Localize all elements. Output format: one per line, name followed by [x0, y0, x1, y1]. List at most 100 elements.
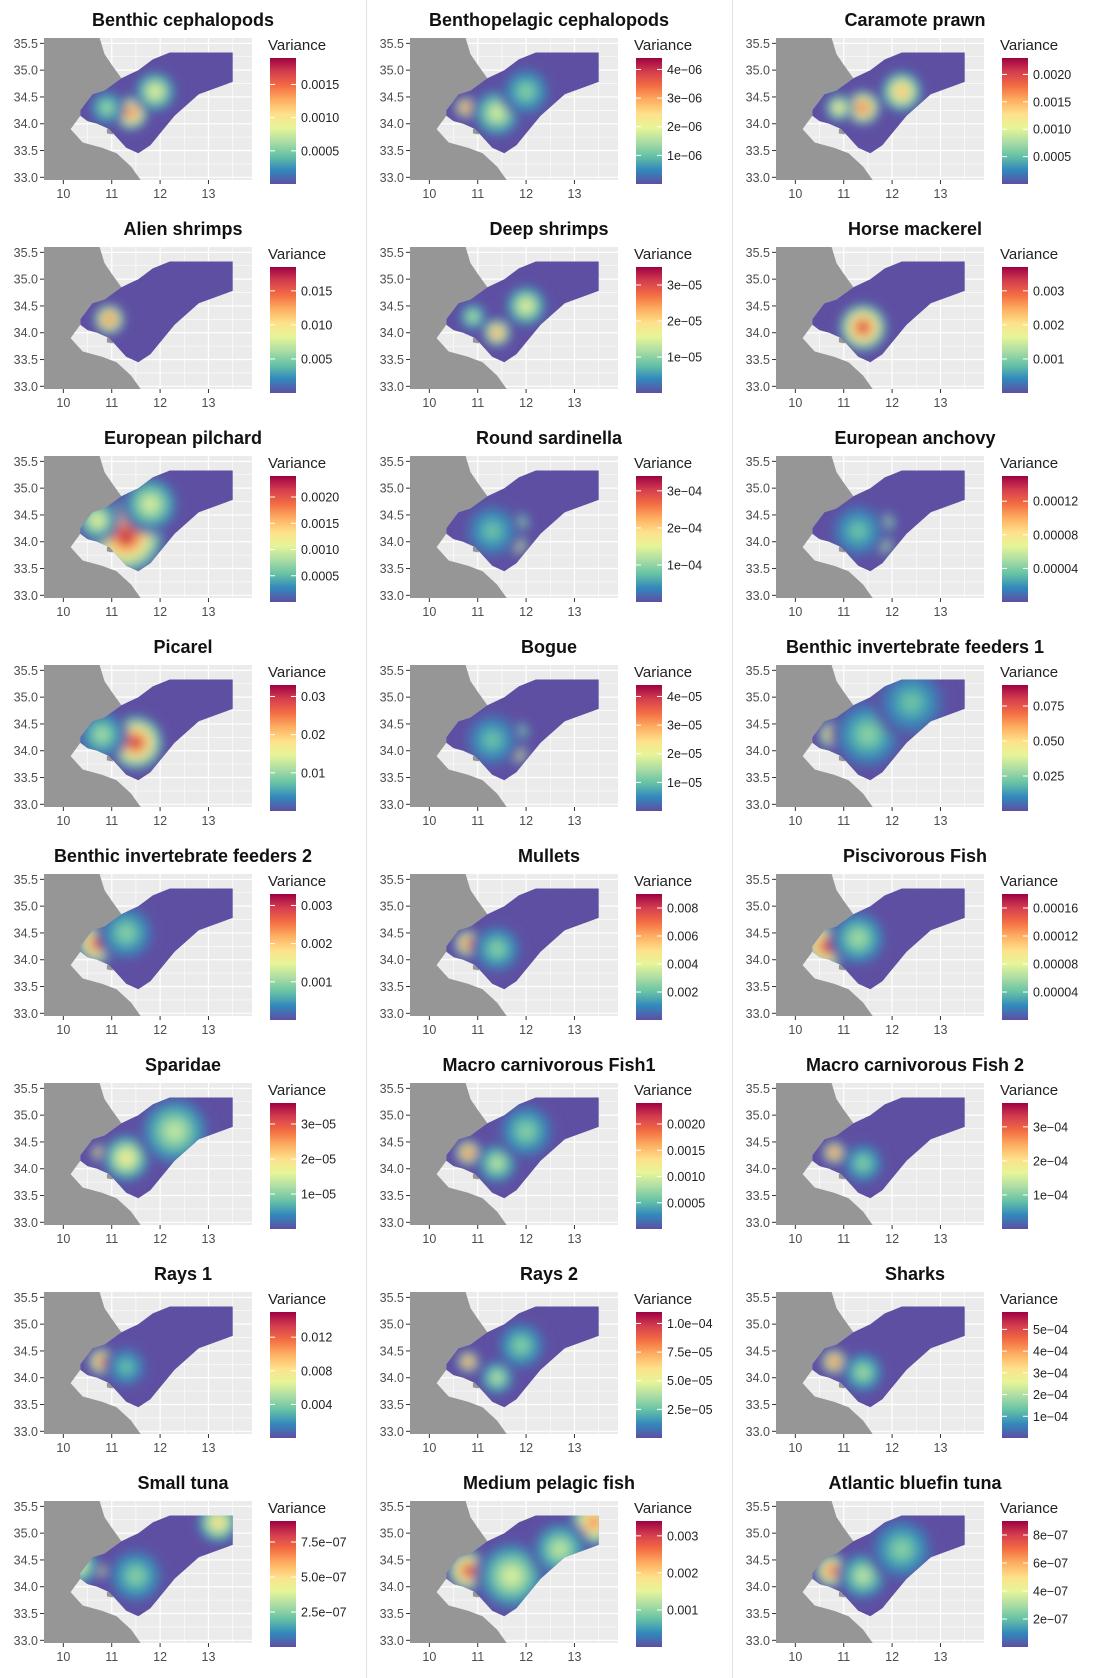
y-tick-label: 34.5	[746, 508, 770, 522]
y-tick-label: 34.0	[380, 535, 404, 549]
y-tick-label: 34.5	[746, 299, 770, 313]
y-tick-label: 33.0	[380, 1007, 404, 1021]
y-tick-label: 33.5	[746, 1189, 770, 1203]
y-tick-label: 33.5	[14, 980, 38, 994]
variance-field	[812, 1515, 937, 1604]
chart-svg: Macro carnivorous Fish 2 33.0 33.5 34.0 34.5…	[746, 1055, 1068, 1246]
y-tick-label: 34.5	[14, 508, 38, 522]
legend-tick-label: 7.5e−07	[301, 1536, 347, 1550]
y-tick-label: 33.0	[14, 1634, 38, 1648]
chart-panel: Rays 1 33.0 33.5 34.0 34.5 35.0 35.5 10 11 12 13 Va…	[0, 1254, 366, 1463]
y-tick-label: 33.5	[14, 771, 38, 785]
x-tick-label: 10	[788, 814, 802, 828]
x-tick-label: 13	[568, 396, 582, 410]
variance-field	[454, 64, 554, 141]
legend-title: Variance	[1000, 37, 1058, 54]
x-tick-label: 12	[519, 187, 533, 201]
y-tick-label: 35.0	[746, 1318, 770, 1332]
chart-svg: Sharks 33.0 33.5 34.0 34.5 35.0 35.5 10 11 12 13 Va…	[746, 1264, 1068, 1455]
legend-title: Variance	[1000, 873, 1058, 890]
land-mass	[410, 1292, 507, 1434]
y-tick-label: 34.5	[746, 717, 770, 731]
legend-tick-label: 0.00004	[1033, 562, 1078, 576]
y-tick-label: 34.5	[746, 90, 770, 104]
land-mass	[776, 1083, 873, 1225]
y-tick-label: 34.0	[14, 535, 38, 549]
land-mass	[44, 247, 141, 389]
variance-hotspot	[505, 1570, 518, 1582]
variance-hotspot	[470, 314, 476, 319]
legend-tick-label: 0.0015	[1033, 95, 1071, 109]
y-tick-label: 34.5	[746, 926, 770, 940]
legend-title: Variance	[268, 1082, 326, 1099]
y-tick-label: 34.5	[380, 1135, 404, 1149]
chart-svg: Alien shrimps 33.0 33.5 34.0 34.5 35.0 35.5 10 1…	[14, 219, 333, 410]
variance-field	[452, 921, 525, 977]
variance-hotspot	[119, 529, 133, 543]
land-mass	[776, 38, 873, 180]
legend-tick-label: 0.002	[1033, 318, 1064, 332]
legend-colorbar	[636, 685, 662, 811]
y-tick-label: 35.5	[14, 1291, 38, 1305]
y-tick-label: 35.0	[380, 900, 404, 914]
y-tick-label: 34.0	[14, 953, 38, 967]
legend-title: Variance	[634, 873, 692, 890]
y-tick-label: 35.0	[746, 900, 770, 914]
x-tick-label: 10	[788, 1650, 802, 1664]
chart-panel: Benthopelagic cephalopods 33.0 33.5 34.0 34.…	[366, 0, 732, 209]
chart-title: Benthopelagic cephalopods	[429, 10, 669, 30]
legend-colorbar	[270, 476, 296, 602]
chart-title: Deep shrimps	[489, 219, 608, 239]
y-tick-label: 33.5	[380, 771, 404, 785]
y-tick-label: 34.0	[14, 744, 38, 758]
legend-tick-label: 0.008	[301, 1364, 332, 1378]
x-tick-label: 10	[56, 396, 70, 410]
legend-title: Variance	[634, 37, 692, 54]
chart-svg: Deep shrimps 33.0 33.5 34.0 34.5 35.0 35.5 10 11…	[380, 219, 702, 410]
legend-tick-label: 0.025	[1033, 770, 1064, 784]
x-tick-label: 10	[422, 1441, 436, 1455]
x-tick-label: 11	[105, 396, 118, 410]
x-tick-label: 11	[105, 1232, 118, 1246]
variance-hotspot	[128, 110, 134, 116]
legend-tick-label: 1e−04	[667, 558, 702, 572]
legend-tick-label: 1e−05	[301, 1188, 336, 1202]
y-tick-label: 35.5	[14, 1082, 38, 1096]
chart-svg: European pilchard 33.0 33.5 34.0 34.5 35.0 35.…	[14, 428, 340, 619]
y-tick-label: 33.0	[746, 1007, 770, 1021]
legend-tick-label: 2e−04	[667, 521, 702, 535]
y-tick-label: 35.5	[14, 1500, 38, 1514]
y-tick-label: 34.0	[746, 535, 770, 549]
y-tick-label: 33.0	[746, 171, 770, 185]
variance-field	[456, 1318, 549, 1398]
variance-hotspot	[522, 302, 530, 310]
land-mass	[776, 874, 873, 1016]
legend-colorbar	[1002, 1312, 1028, 1438]
x-tick-label: 11	[471, 814, 484, 828]
variance-hotspot	[168, 1125, 181, 1138]
legend-title: Variance	[1000, 664, 1058, 681]
x-tick-label: 12	[153, 396, 167, 410]
chart-panel: Rays 2 33.0 33.5 34.0 34.5 35.0 35.5 10 11 12 13 Va…	[366, 1254, 732, 1463]
y-tick-label: 34.5	[14, 926, 38, 940]
variance-hotspot	[214, 1518, 222, 1526]
x-tick-label: 11	[105, 187, 118, 201]
y-tick-label: 34.5	[14, 90, 38, 104]
variance-hotspot	[106, 316, 112, 322]
x-tick-label: 11	[471, 1441, 484, 1455]
variance-hotspot	[93, 516, 101, 524]
variance-hotspot	[122, 1153, 131, 1163]
x-tick-label: 10	[422, 1232, 436, 1246]
legend-tick-label: 0.002	[301, 937, 332, 951]
y-tick-label: 35.5	[14, 37, 38, 51]
legend-tick-label: 0.004	[667, 958, 698, 972]
variance-hotspot	[859, 323, 868, 332]
legend-tick-label: 0.015	[301, 284, 332, 298]
y-tick-label: 34.0	[380, 953, 404, 967]
x-tick-label: 11	[105, 814, 118, 828]
legend-tick-label: 3e−04	[667, 484, 702, 498]
x-tick-label: 12	[519, 1650, 533, 1664]
legend-title: Variance	[634, 664, 692, 681]
y-tick-label: 33.5	[746, 771, 770, 785]
variance-hotspot	[151, 88, 159, 96]
